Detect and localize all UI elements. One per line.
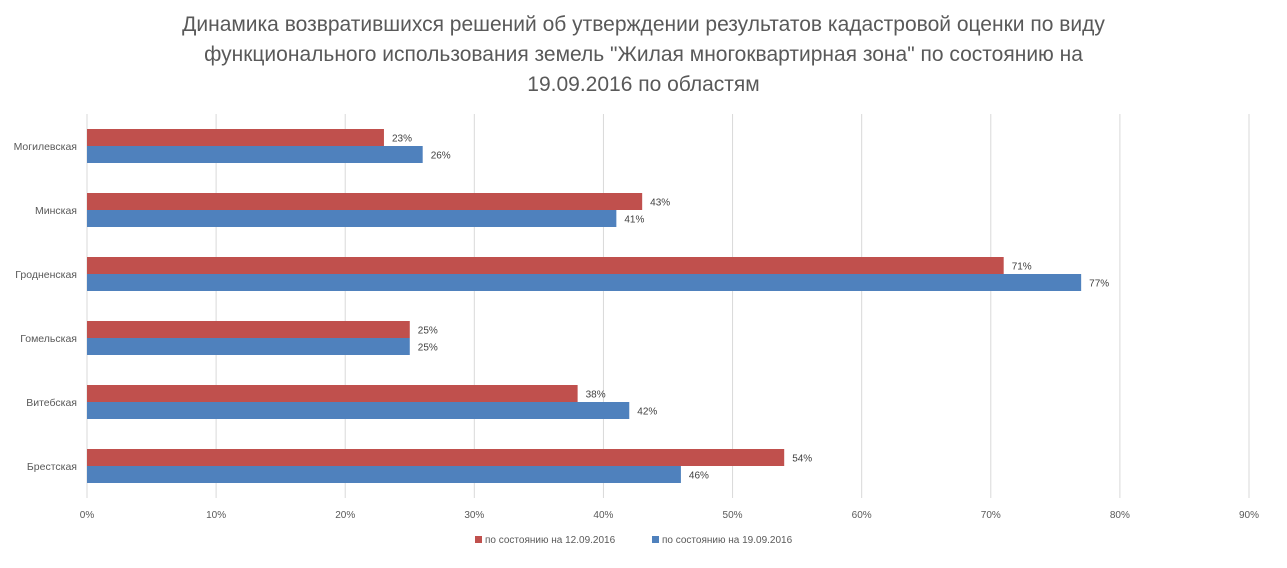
category-label: Брестская (27, 461, 77, 473)
x-tick-label: 80% (1110, 510, 1130, 521)
data-label: 46% (689, 471, 709, 482)
data-label: 25% (418, 326, 438, 337)
chart-title-line: 19.09.2016 по областям (527, 73, 760, 96)
chart-title-line: Динамика возвратившихся решений об утвер… (182, 13, 1105, 36)
category-label: Гомельская (20, 333, 77, 345)
x-tick-label: 90% (1239, 510, 1259, 521)
data-label: 43% (650, 198, 670, 209)
legend-label: по состоянию на 12.09.2016 (485, 535, 616, 546)
x-tick-label: 10% (206, 510, 226, 521)
data-label: 71% (1012, 262, 1032, 273)
bar (87, 402, 630, 419)
category-label: Витебская (26, 397, 77, 409)
legend-label: по состоянию на 19.09.2016 (662, 535, 793, 546)
x-tick-label: 70% (981, 510, 1001, 521)
bar (87, 210, 617, 227)
data-label: 38% (586, 390, 606, 401)
x-tick-label: 40% (593, 510, 613, 521)
x-tick-label: 20% (335, 510, 355, 521)
bar (87, 466, 681, 483)
bar (87, 193, 643, 210)
data-label: 42% (637, 407, 657, 418)
data-label: 54% (792, 454, 812, 465)
x-tick-label: 50% (723, 510, 743, 521)
x-tick-label: 30% (464, 510, 484, 521)
bar (87, 129, 384, 146)
data-label: 41% (624, 215, 644, 226)
data-label: 26% (431, 151, 451, 162)
bar (87, 449, 785, 466)
legend-swatch (652, 536, 659, 543)
chart-title-line: функционального использования земель "Жи… (204, 43, 1083, 66)
category-label: Гродненская (15, 269, 77, 281)
bar (87, 385, 578, 402)
category-label: Могилевская (14, 141, 77, 153)
bar (87, 257, 1004, 274)
bar (87, 146, 423, 163)
x-tick-label: 60% (852, 510, 872, 521)
bar (87, 321, 410, 338)
data-label: 23% (392, 134, 412, 145)
data-label: 25% (418, 343, 438, 354)
category-label: Минская (35, 205, 77, 217)
legend-swatch (475, 536, 482, 543)
chart-title: Динамика возвратившихся решений об утвер… (0, 10, 1287, 100)
x-tick-label: 0% (80, 510, 95, 521)
data-label: 77% (1089, 279, 1109, 290)
bar (87, 338, 410, 355)
bar (87, 274, 1082, 291)
